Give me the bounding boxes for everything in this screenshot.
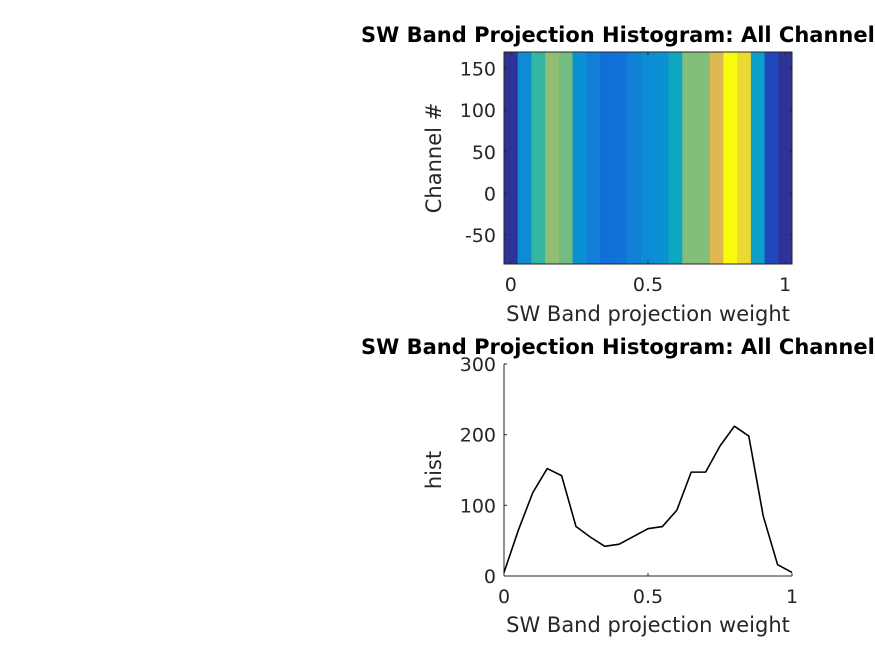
- heatmap-y-tick-label: 150: [460, 59, 496, 81]
- histogram-x-tick-label: 0.5: [633, 586, 663, 608]
- heatmap-x-ticks: 0 0.5 1: [505, 52, 791, 296]
- heatmap-x-tick-label: 1: [779, 274, 791, 296]
- heatmap-cell: [504, 52, 519, 264]
- heatmap-title: SW Band Projection Histogram: All Channe…: [361, 23, 875, 47]
- heatmap-x-axis-label: SW Band projection weight: [506, 302, 790, 326]
- histogram-x-ticks: 0 0.5 1: [498, 573, 798, 608]
- heatmap-cell: [682, 52, 697, 264]
- histogram-x-axis-label: SW Band projection weight: [506, 613, 790, 637]
- heatmap-cell: [696, 52, 711, 264]
- heatmap-cell: [545, 52, 560, 264]
- heatmap-cell: [737, 52, 752, 264]
- heatmap-cells: [504, 52, 793, 264]
- heatmap-cell: [613, 52, 628, 264]
- histogram-y-axis-label: hist: [422, 451, 446, 489]
- histogram-y-tick-label: 0: [484, 566, 496, 588]
- heatmap-cell: [586, 52, 601, 264]
- histogram-y-tick-label: 100: [460, 495, 496, 517]
- heatmap-y-ticks: -50 0 50 100 150: [460, 59, 792, 247]
- histogram-x-tick-label: 1: [786, 586, 798, 608]
- heatmap-cell: [750, 52, 766, 264]
- heatmap-y-axis-label: Channel #: [422, 103, 446, 214]
- heatmap-cell: [627, 52, 642, 264]
- heatmap-cell: [517, 52, 532, 264]
- histogram-y-ticks: 0 100 200 300: [460, 354, 507, 588]
- heatmap-cell: [723, 52, 738, 264]
- heatmap-x-tick-label: 0.5: [633, 274, 663, 296]
- histogram-title: SW Band Projection Histogram: All Channe…: [361, 335, 875, 359]
- heatmap-cell: [668, 52, 683, 264]
- heatmap-x-tick-label: 0: [505, 274, 517, 296]
- heatmap-cell: [600, 52, 615, 264]
- histogram-y-tick-label: 200: [460, 425, 496, 447]
- heatmap-cell: [558, 52, 574, 264]
- histogram-x-tick-label: 0: [498, 586, 510, 608]
- heatmap-cell: [654, 52, 670, 264]
- heatmap-cell: [572, 52, 587, 264]
- heatmap-cell: [709, 52, 724, 264]
- heatmap-y-tick-label: 100: [460, 100, 496, 122]
- heatmap-cell: [531, 52, 546, 264]
- histogram-line-series: [503, 425, 793, 574]
- heatmap-y-tick-label: 0: [484, 183, 496, 205]
- heatmap-cell: [764, 52, 779, 264]
- heatmap-y-tick-label: -50: [465, 225, 496, 247]
- heatmap-cell: [641, 52, 656, 264]
- histogram-y-tick-label: 300: [460, 354, 496, 376]
- heatmap-y-tick-label: 50: [472, 142, 496, 164]
- heatmap-cell: [778, 52, 793, 264]
